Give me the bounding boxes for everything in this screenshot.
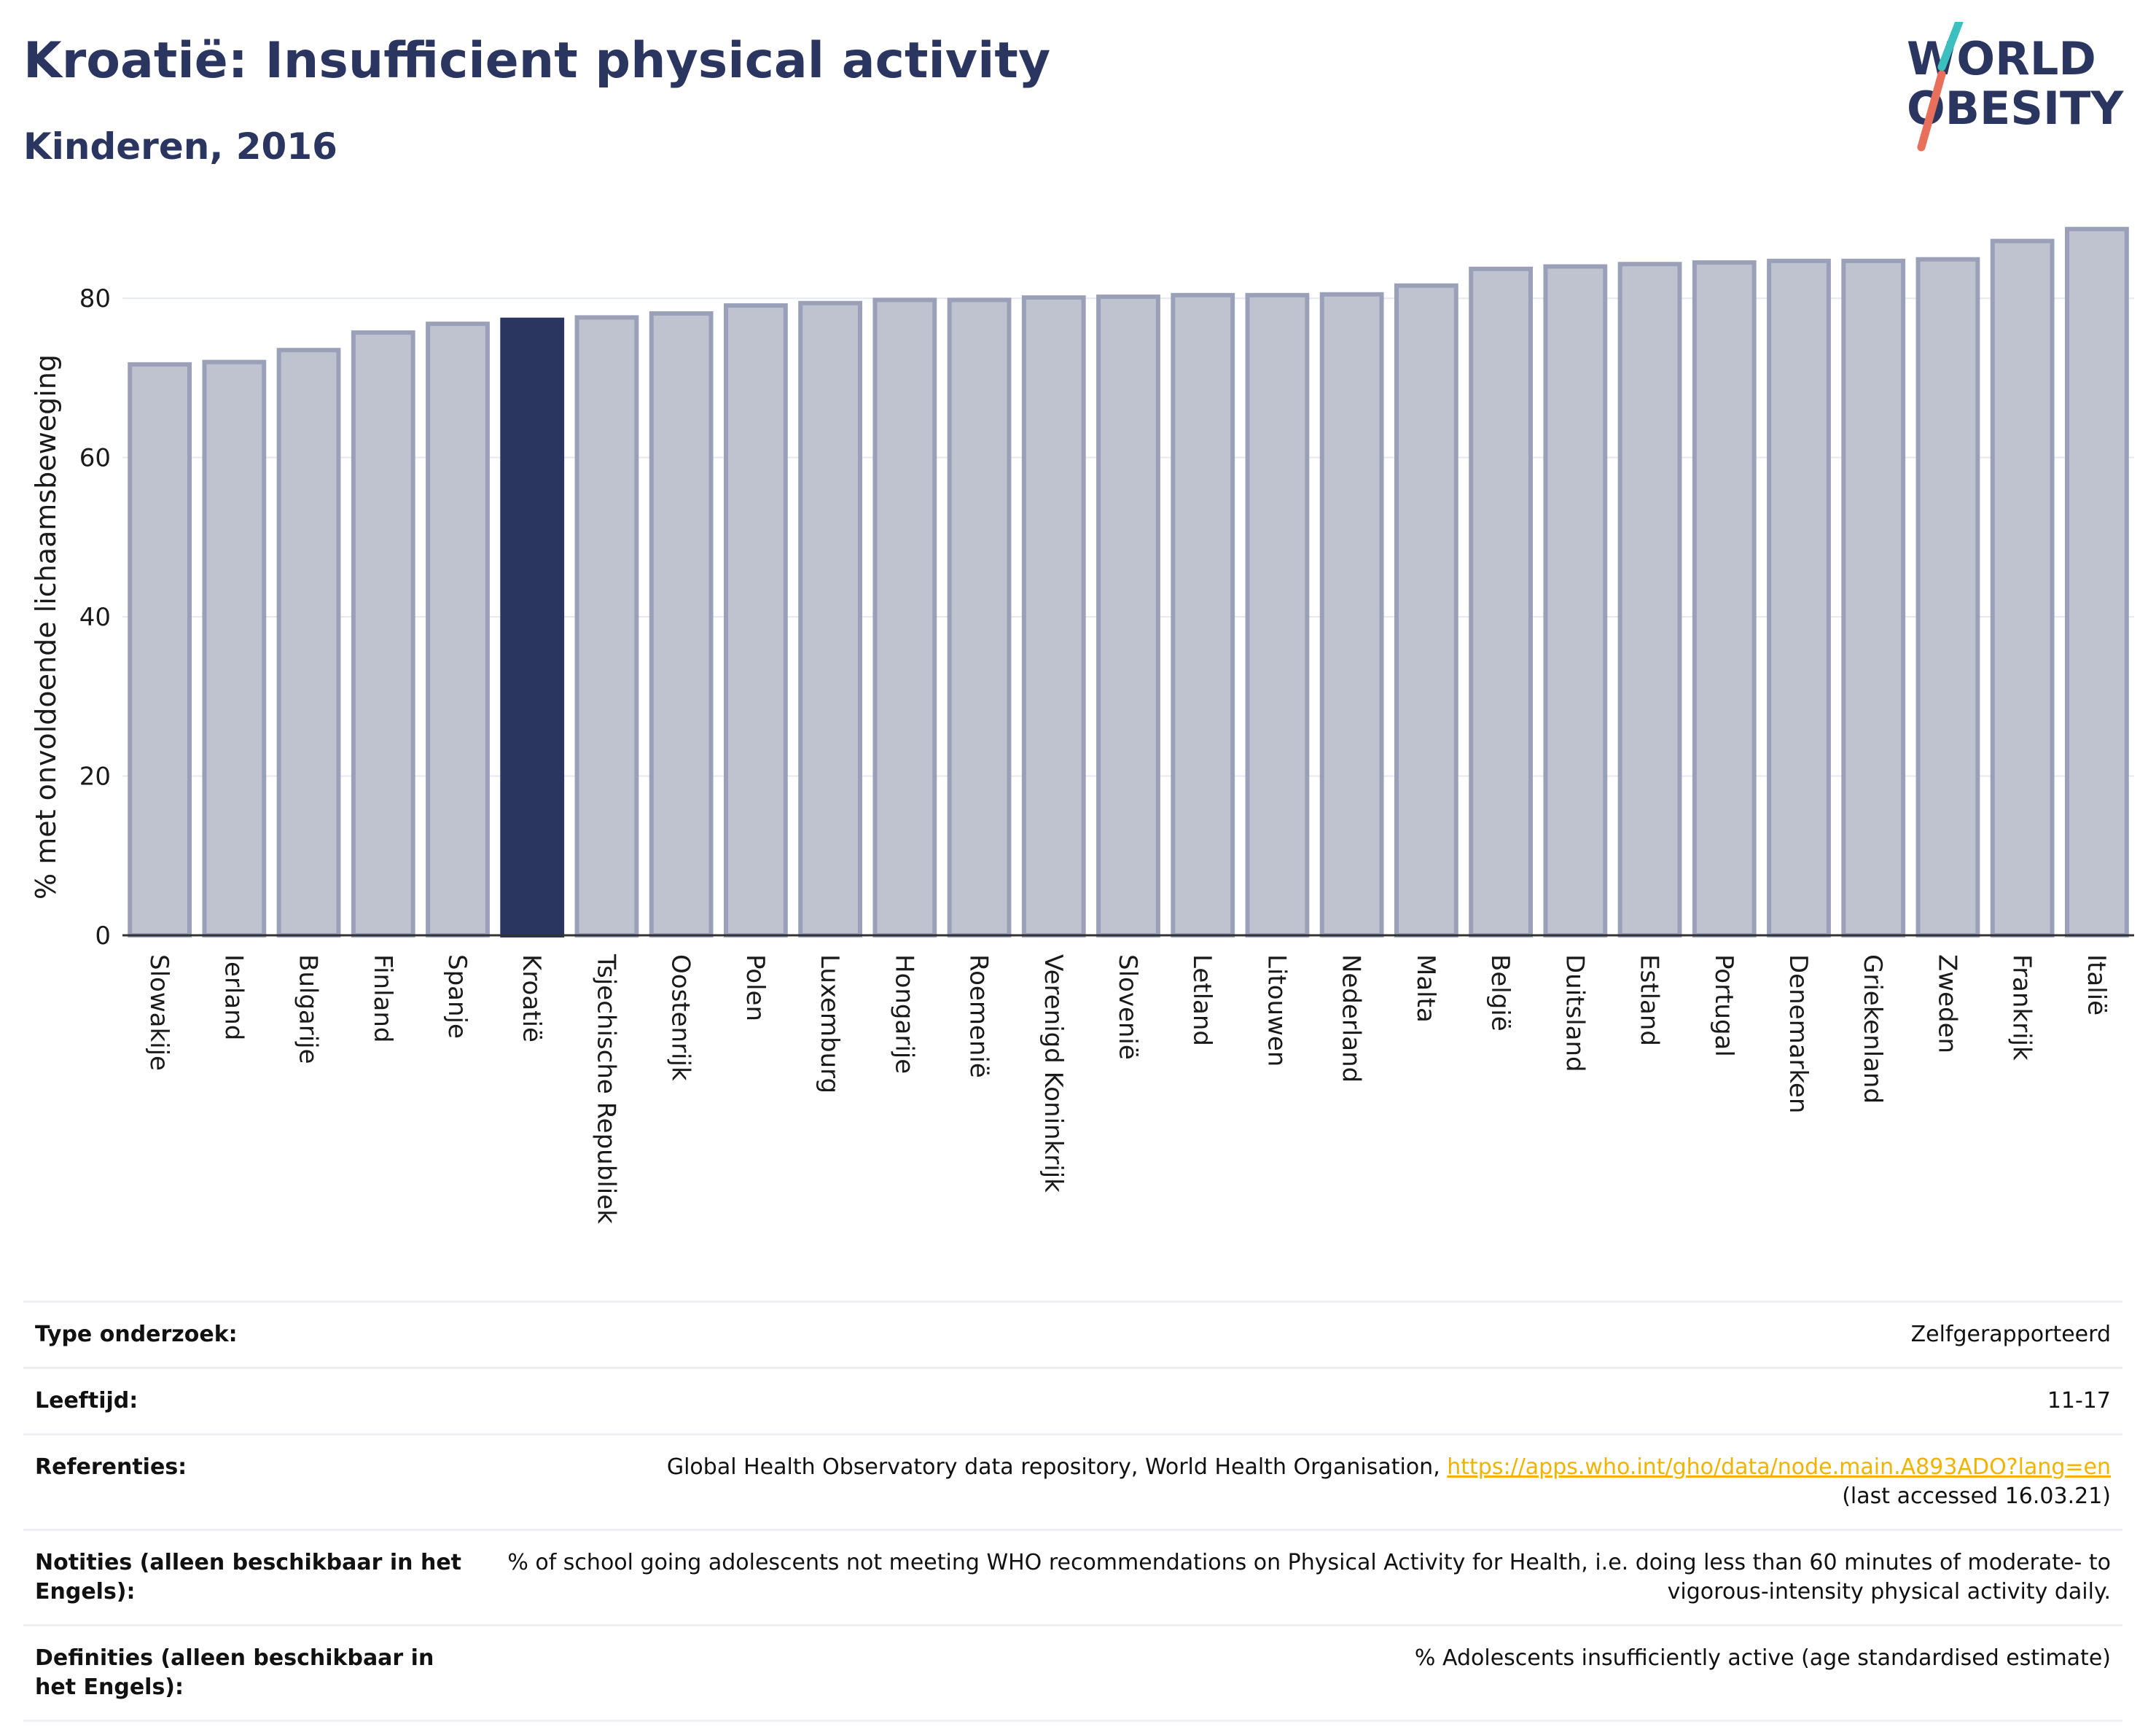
x-tick-label: Kroatië [517, 954, 546, 1042]
bar [1990, 238, 2055, 938]
x-tick-label: Luxemburg [815, 954, 844, 1093]
y-tick-label: 80 [79, 284, 111, 313]
logo-text-world: WORLD [1907, 32, 2096, 85]
x-tick-label: Tsjechische Republiek [591, 954, 620, 1224]
bar [1171, 292, 1235, 937]
x-tick-label: Finland [368, 954, 397, 1043]
y-tick-label: 0 [95, 921, 111, 951]
y-axis-title: % met onvoldoende lichaamsbeweging [30, 354, 62, 900]
info-row-notes: Notities (alleen beschikbaar in het Enge… [23, 1529, 2122, 1626]
bar [128, 362, 192, 938]
x-tick-label: Estland [1635, 954, 1664, 1046]
bar [426, 321, 490, 937]
logo-slash-coral [1917, 70, 1946, 152]
x-tick-label: Bulgarije [294, 954, 323, 1064]
bar [1617, 262, 1682, 938]
bar [202, 359, 267, 938]
reference-link[interactable]: https://apps.who.int/gho/data/node.main.… [1447, 1454, 2111, 1480]
world-obesity-logo: WORLD OBESITY [1907, 22, 2124, 152]
info-row-definitions: Definities (alleen beschikbaar in het En… [23, 1625, 2122, 1721]
info-key: Type onderzoek: [35, 1322, 238, 1347]
info-value: Global Health Observatory data repositor… [484, 1435, 2122, 1530]
bar [1841, 258, 1906, 938]
bar [1021, 295, 1086, 937]
x-tick-label: Letland [1187, 954, 1216, 1046]
bar [798, 300, 862, 937]
info-row-age: Leeftijd: 11-17 [23, 1368, 2122, 1435]
y-tick-label: 60 [79, 444, 111, 473]
bar [872, 297, 937, 937]
logo-slash-teal [1937, 22, 1964, 71]
x-tick-label: Hongarije [889, 954, 918, 1074]
x-tick-label: Duitsland [1560, 954, 1589, 1072]
info-row-survey-type: Type onderzoek: Zelfgerapporteerd [23, 1301, 2122, 1368]
x-tick-label: Litouwen [1262, 954, 1291, 1067]
x-tick-label: Spanje [442, 954, 472, 1039]
info-value: Zelfgerapporteerd [1910, 1322, 2111, 1347]
chart-title: Kroatië: Insufficient physical activity [23, 32, 1051, 90]
logo-text-obesity: OBESITY [1907, 82, 2124, 135]
x-tick-label: Malta [1411, 954, 1440, 1023]
bar [2065, 227, 2129, 937]
x-tick-label: Denemarken [1784, 954, 1813, 1113]
bar [1543, 264, 1608, 938]
bar [1394, 283, 1458, 938]
bar [1692, 260, 1757, 938]
bar-layer [128, 227, 2129, 938]
info-value: % Adolescents insufficiently active (age… [1414, 1645, 2111, 1671]
x-tick-label: Polen [741, 954, 770, 1021]
x-tick-label: Roemenië [964, 954, 993, 1078]
axis-layer: 0 20 40 60 80 Slowakije Ierland Bulgarije Finlan… [79, 284, 2134, 1224]
bar [1245, 292, 1310, 937]
info-key: Notities (alleen beschikbaar in het Enge… [35, 1550, 462, 1605]
bar [1319, 292, 1384, 937]
chart-subtitle: Kinderen, 2016 [23, 125, 337, 168]
x-tick-label: Oostenrijk [666, 954, 695, 1081]
bar [649, 311, 714, 938]
y-tick-label: 20 [79, 763, 111, 792]
reference-text: Global Health Observatory data repositor… [666, 1454, 1448, 1480]
bar-chart: 0 20 40 60 80 Slowakije Ierland Bulgarije Finlan… [30, 227, 2134, 1224]
info-key: Leeftijd: [35, 1388, 138, 1414]
info-table: Type onderzoek: Zelfgerapporteerd Leefti… [23, 1301, 2122, 1722]
x-tick-label: Slowakije [144, 954, 173, 1071]
bar [1096, 295, 1160, 937]
info-key: Referenties: [35, 1454, 187, 1480]
x-tick-label: België [1485, 954, 1515, 1032]
x-tick-label: Frankrijk [2007, 954, 2036, 1061]
info-row-references: Referenties: Global Health Observatory d… [23, 1434, 2122, 1530]
x-tick-label: Verenigd Koninkrijk [1039, 954, 1068, 1193]
x-tick-label: Slovenië [1113, 954, 1142, 1060]
bar [1469, 266, 1533, 937]
x-tick-label: Italië [2082, 954, 2111, 1015]
bar [724, 303, 788, 937]
bar [351, 330, 415, 937]
bar [947, 297, 1012, 937]
info-key: Definities (alleen beschikbaar in het En… [35, 1645, 434, 1700]
x-tick-label: Nederland [1337, 954, 1366, 1083]
info-value: % of school going adolescents not meetin… [507, 1550, 2111, 1605]
bar [1915, 257, 1980, 938]
x-tick-label: Griekenland [1858, 954, 1887, 1104]
x-tick-label: Portugal [1709, 954, 1738, 1057]
bar [1767, 258, 1831, 938]
info-value: 11-17 [2047, 1388, 2111, 1414]
bar [276, 348, 341, 937]
y-tick-label: 40 [79, 603, 111, 632]
bar [500, 317, 565, 937]
x-tick-label: Ierland [219, 954, 248, 1040]
reference-accessed: (last accessed 16.03.21) [1842, 1483, 2111, 1509]
x-tick-label: Zweden [1932, 954, 1961, 1053]
bar [574, 315, 639, 938]
